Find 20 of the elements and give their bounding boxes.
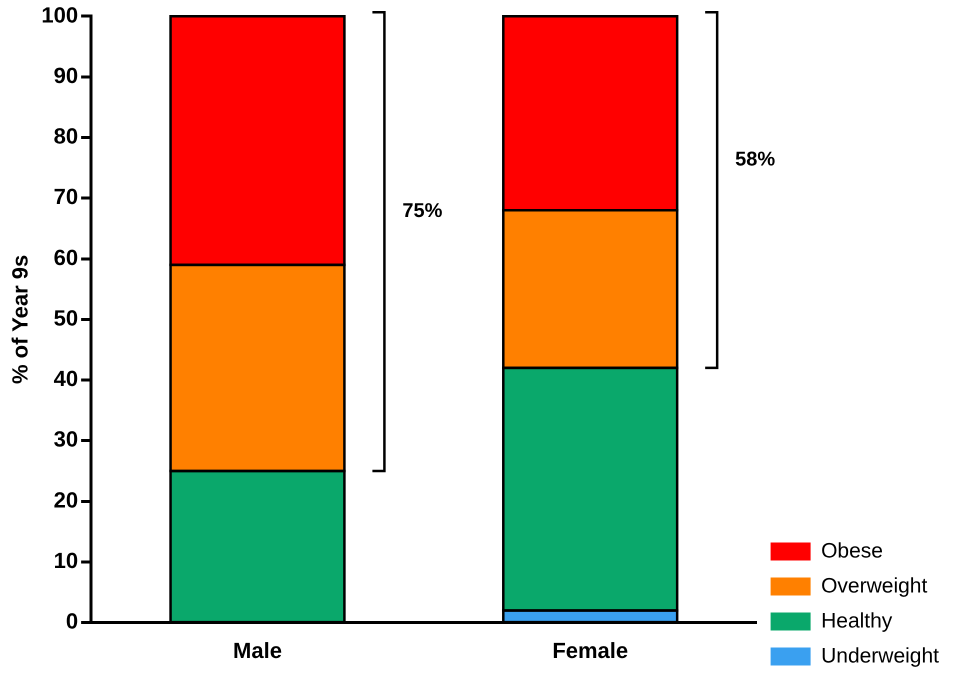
- y-tick-label: 40: [54, 366, 78, 392]
- legend-label: Overweight: [821, 574, 928, 598]
- annotation: 75%: [402, 200, 443, 222]
- y-tick-label: 20: [54, 487, 78, 512]
- y-tick-label: 100: [41, 2, 78, 28]
- legend-label: Underweight: [821, 644, 940, 668]
- y-tick-label: 80: [54, 124, 78, 149]
- y-tick-label: 70: [54, 184, 78, 210]
- legend-label: Healthy: [821, 609, 893, 632]
- y-tick-label: 30: [54, 426, 78, 452]
- y-axis-title: % of Year 9s: [7, 254, 32, 384]
- y-tick-label: 0: [66, 608, 78, 634]
- x-tick-label: Female: [552, 638, 628, 663]
- y-tick-label: 90: [54, 62, 78, 88]
- y-tick-label: 10: [54, 548, 78, 574]
- annotation: 58%: [735, 148, 776, 171]
- y-tick-label: 60: [54, 244, 78, 270]
- legend-label: Obese: [821, 539, 883, 562]
- y-tick-label: 50: [54, 305, 78, 330]
- x-tick-label: Male: [233, 638, 282, 663]
